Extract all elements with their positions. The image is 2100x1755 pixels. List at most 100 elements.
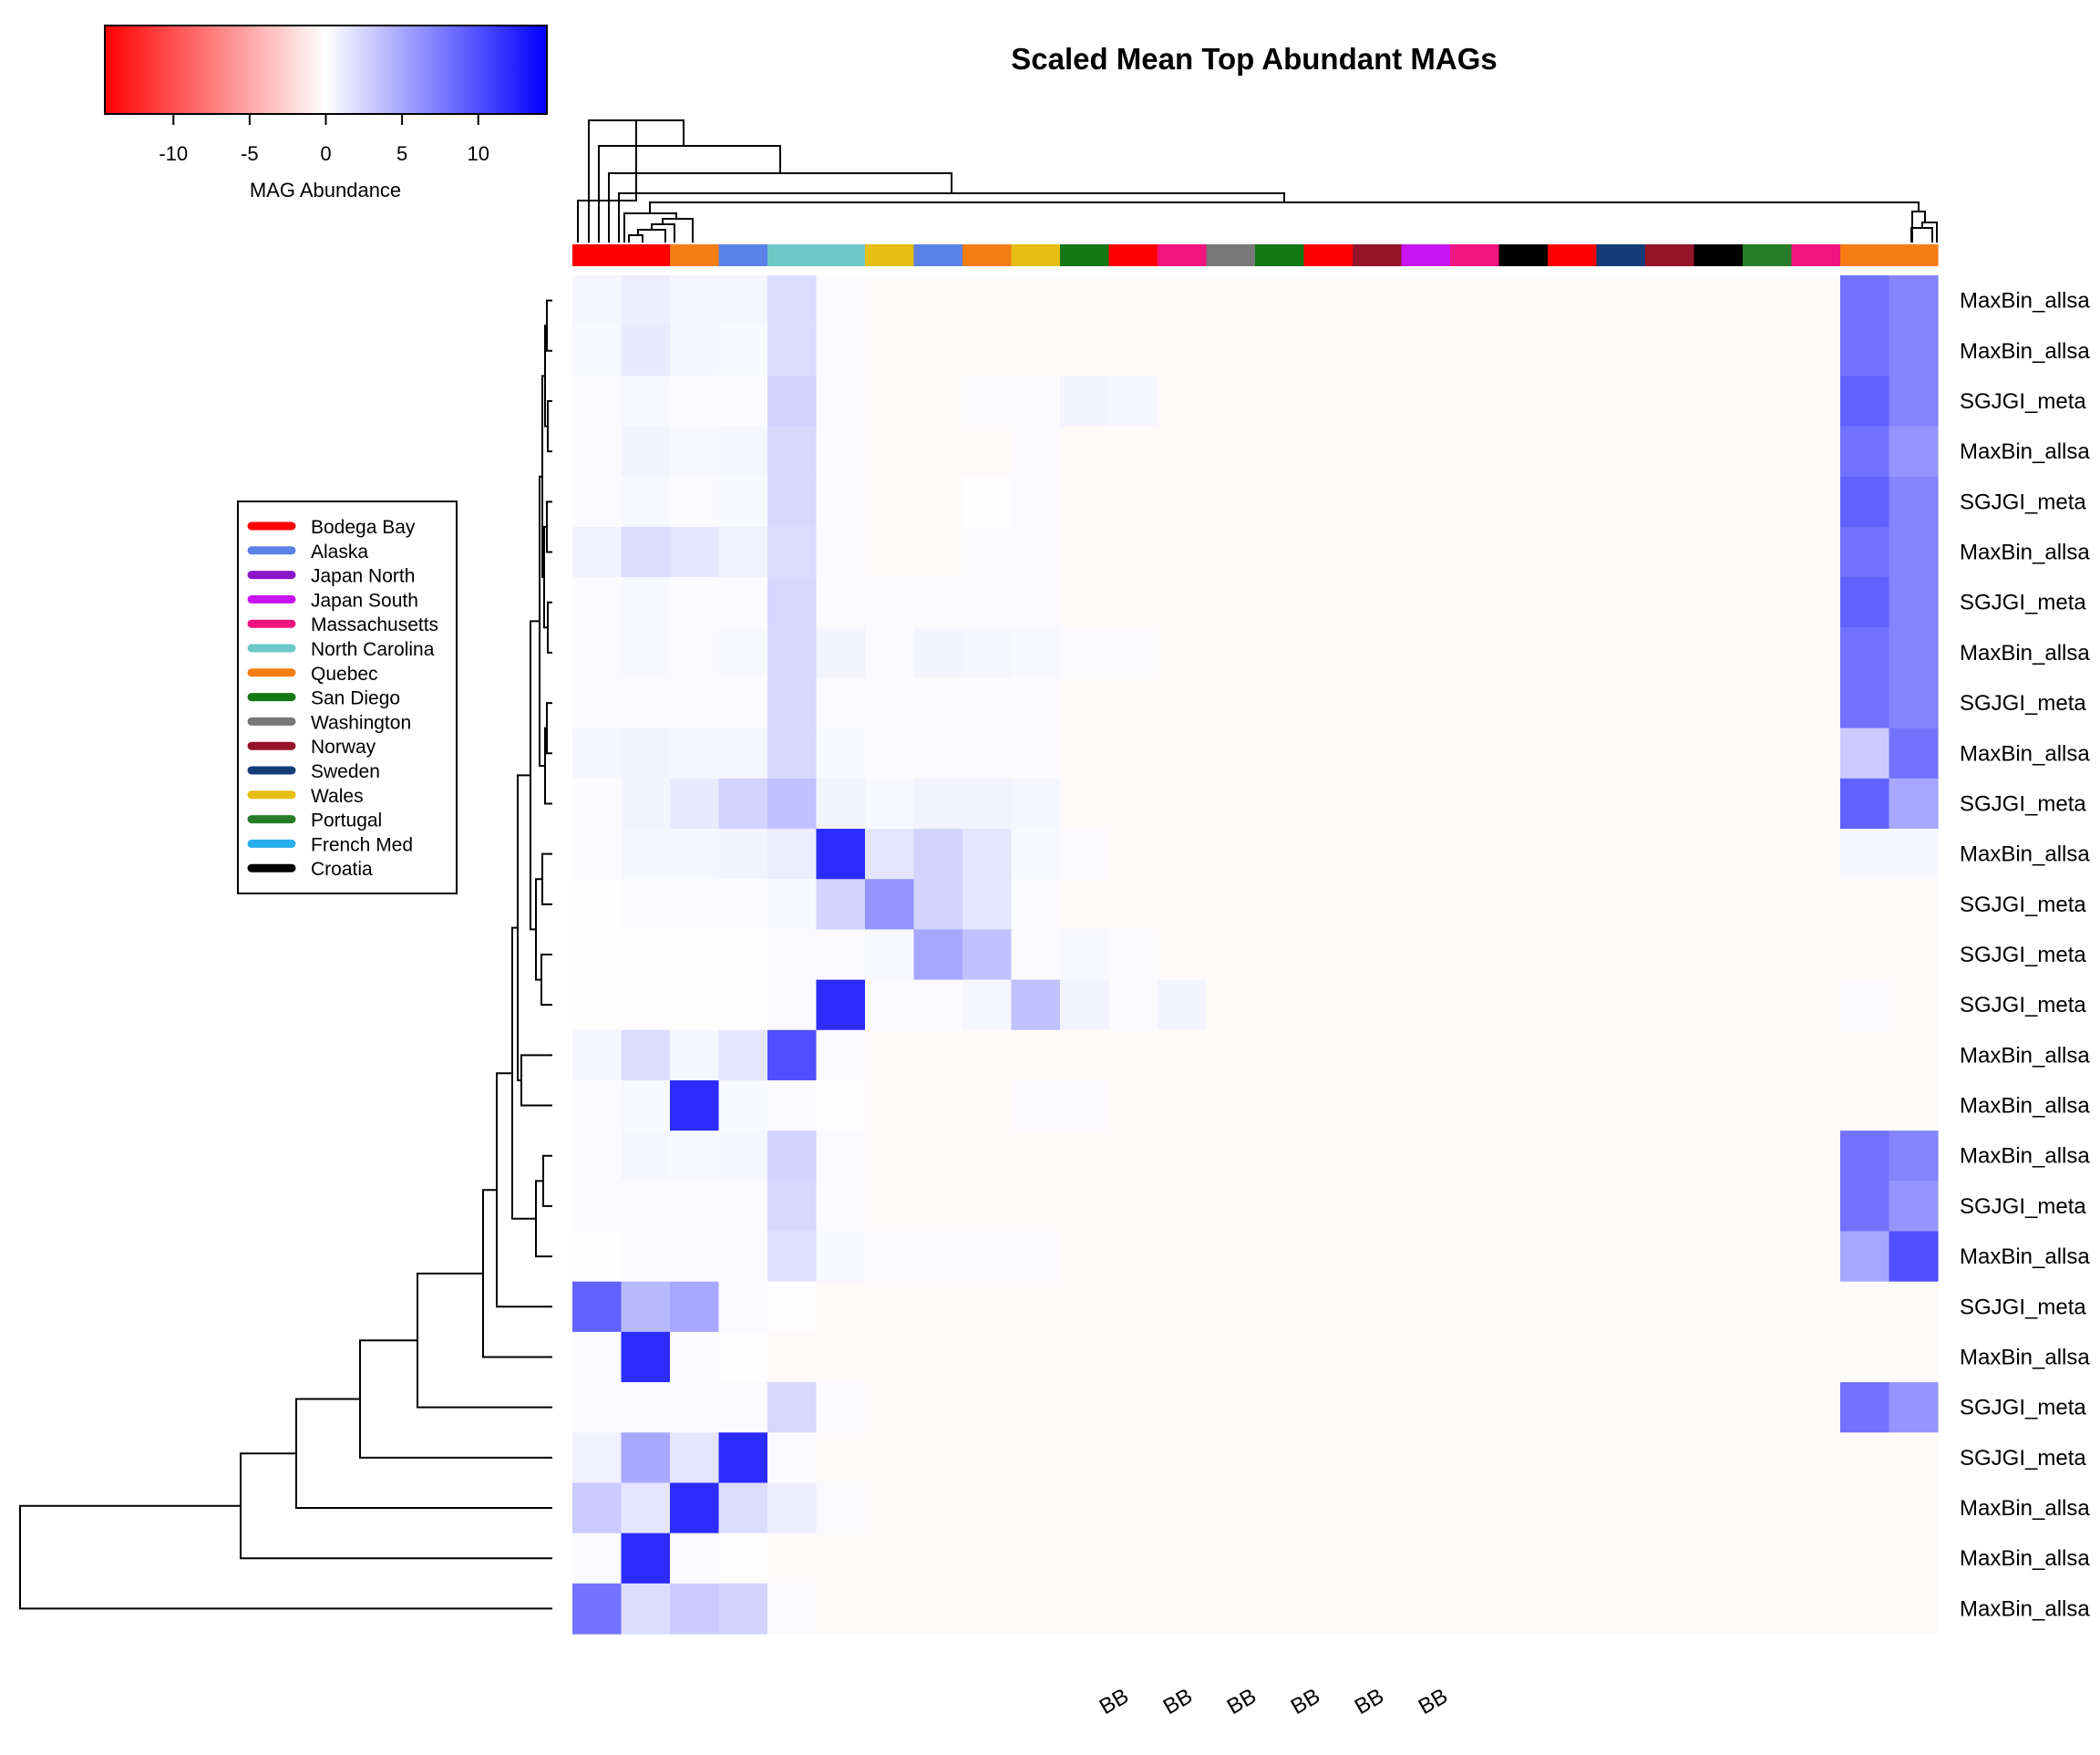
heatmap-cell xyxy=(1158,1331,1208,1383)
group-strip-cell xyxy=(1693,244,1744,266)
heatmap-cell xyxy=(1206,275,1256,326)
heatmap-cell xyxy=(816,728,866,779)
heatmap-cell xyxy=(718,829,768,880)
heatmap-cell xyxy=(962,1432,1013,1484)
heatmap-cell xyxy=(1840,979,1890,1031)
heatmap-cell xyxy=(670,979,720,1031)
heatmap-cell xyxy=(1353,1583,1403,1635)
heatmap-cell xyxy=(1791,879,1841,931)
heatmap-cell xyxy=(1255,1432,1305,1484)
dendrogram-branch xyxy=(546,702,552,755)
heatmap-cell xyxy=(767,829,818,880)
heatmap-cell xyxy=(962,1181,1013,1233)
heatmap-cell xyxy=(572,1130,623,1182)
heatmap-cell xyxy=(1450,1029,1500,1081)
heatmap-cell xyxy=(865,1482,915,1534)
heatmap-cell xyxy=(1743,1130,1793,1182)
row-label: MaxBin_allsa xyxy=(1960,439,2090,464)
heatmap-cell xyxy=(1108,1331,1158,1383)
legend-label: Washington xyxy=(311,712,411,733)
heatmap-cell xyxy=(1596,1130,1646,1182)
heatmap-cell xyxy=(670,526,720,578)
heatmap-cell xyxy=(1158,1281,1208,1333)
heatmap-cell xyxy=(816,1079,866,1131)
heatmap-cell xyxy=(1645,728,1695,779)
heatmap-cell xyxy=(1840,376,1890,428)
heatmap-cell xyxy=(1060,426,1110,478)
heatmap-cell xyxy=(670,426,720,478)
heatmap-cell xyxy=(718,1382,768,1433)
heatmap-cell xyxy=(1401,1482,1451,1534)
dendrogram-branch xyxy=(520,1054,552,1107)
heatmap-cell xyxy=(767,879,818,931)
heatmap-cell xyxy=(1693,1281,1744,1333)
heatmap-cell xyxy=(1108,325,1158,377)
heatmap-cell xyxy=(1889,325,1939,377)
heatmap-cell xyxy=(1011,426,1061,478)
heatmap-cell xyxy=(816,778,866,830)
site-legend: Bodega Bay Alaska Japan North Japan South Ma… xyxy=(237,501,458,894)
heatmap-cell xyxy=(1303,1533,1354,1585)
heatmap-cell xyxy=(1353,1432,1403,1484)
heatmap-cell xyxy=(1498,1382,1549,1433)
heatmap-cell xyxy=(1693,1583,1744,1635)
heatmap-cell xyxy=(962,1079,1013,1131)
heatmap-cell xyxy=(670,1181,720,1233)
heatmap-cell xyxy=(1303,728,1354,779)
heatmap-cell xyxy=(1060,979,1110,1031)
heatmap-cell xyxy=(816,1181,866,1233)
group-strip-cell xyxy=(1743,244,1793,266)
heatmap-cell xyxy=(1206,1231,1256,1283)
legend-label: Quebec xyxy=(311,664,378,685)
heatmap-cell xyxy=(1498,426,1549,478)
heatmap-cell xyxy=(572,1331,623,1383)
legend-label: Massachusetts xyxy=(311,614,438,635)
heatmap-cell xyxy=(1840,929,1890,981)
heatmap-cell xyxy=(1255,1181,1305,1233)
heatmap-cell xyxy=(1693,627,1744,679)
heatmap-cell xyxy=(913,1281,963,1333)
heatmap-cell xyxy=(670,677,720,729)
heatmap-cell xyxy=(1791,577,1841,628)
group-strip-cell xyxy=(1889,244,1939,266)
heatmap-cell xyxy=(1158,677,1208,729)
heatmap-cell xyxy=(621,1583,671,1635)
heatmap-cell xyxy=(962,879,1013,931)
heatmap-cell xyxy=(1060,1482,1110,1534)
dendrogram-branch xyxy=(540,954,552,1007)
heatmap-cell xyxy=(1840,1130,1890,1182)
dendrogram-branch xyxy=(623,212,677,243)
heatmap-cell xyxy=(865,1231,915,1283)
heatmap-cell xyxy=(1206,677,1256,729)
heatmap-cell xyxy=(1743,1181,1793,1233)
heatmap-cell xyxy=(1889,1231,1939,1283)
heatmap-cell xyxy=(1158,1130,1208,1182)
heatmap-cell xyxy=(1645,1583,1695,1635)
color-key-tick-label: 0 xyxy=(320,142,331,165)
heatmap-cell xyxy=(1743,1382,1793,1433)
heatmap-cell xyxy=(1791,476,1841,528)
heatmap-cell xyxy=(913,426,963,478)
heatmap-cell xyxy=(1498,1281,1549,1333)
heatmap-cell xyxy=(865,677,915,729)
heatmap-cell xyxy=(1353,275,1403,326)
dendrogram-branch xyxy=(598,145,781,243)
heatmap-cell xyxy=(1596,1079,1646,1131)
heatmap-cell xyxy=(1596,1533,1646,1585)
heatmap-cell xyxy=(1011,929,1061,981)
heatmap-cell xyxy=(1450,275,1500,326)
heatmap-cell xyxy=(1255,1533,1305,1585)
heatmap-cell xyxy=(1498,577,1549,628)
heatmap-cell xyxy=(1548,829,1598,880)
heatmap-cell xyxy=(621,879,671,931)
group-strip-cell xyxy=(913,244,963,266)
heatmap-cell xyxy=(1158,426,1208,478)
heatmap-cell xyxy=(1498,728,1549,779)
heatmap-cell xyxy=(1158,929,1208,981)
heatmap-cell xyxy=(670,1382,720,1433)
heatmap-cell xyxy=(1303,929,1354,981)
heatmap-cell xyxy=(1791,677,1841,729)
heatmap-cell xyxy=(718,426,768,478)
legend-label: North Carolina xyxy=(311,639,435,660)
